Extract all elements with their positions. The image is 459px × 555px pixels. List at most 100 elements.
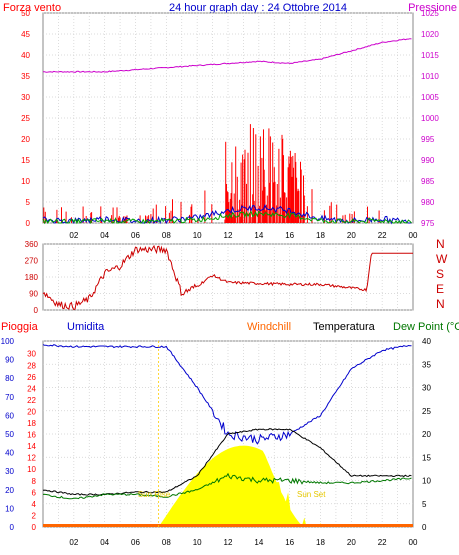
pressure-title: Pressione: [408, 2, 457, 14]
wind-x-tick-label: 14: [254, 231, 263, 240]
gust-wind-line: [42, 210, 412, 225]
rain-y-tick-label: 26: [27, 373, 36, 382]
pressure-y-tick-label: 1010: [421, 72, 439, 81]
temperature-y-tick-label: 20: [422, 430, 431, 439]
rain-y-tick-label: 30: [27, 350, 36, 359]
wind-x-tick-label: 22: [378, 231, 387, 240]
wind-title: Forza vento: [3, 2, 61, 14]
humidity-y-tick-label: 20: [5, 486, 14, 495]
temperature-x-tick-label: 04: [100, 538, 109, 547]
wind-x-tick-label: 06: [131, 231, 140, 240]
compass-label: N: [436, 237, 445, 251]
humidity-y-tick-label: 40: [5, 449, 14, 458]
rain-y-tick-label: 20: [27, 407, 36, 416]
pressure-y-tick-label: 995: [421, 135, 435, 144]
humidity-y-tick-label: 10: [5, 504, 14, 513]
temperature-line: [42, 428, 412, 496]
temperature-y-tick-label: 10: [422, 477, 431, 486]
temperature-y-tick-label: 40: [422, 337, 431, 346]
rain-y-tick-label: 14: [27, 442, 36, 451]
compass-label: W: [436, 252, 448, 266]
temperature-y-tick-label: 30: [422, 384, 431, 393]
wind-x-tick-label: 18: [316, 231, 325, 240]
wind-y-tick-label: 50: [21, 9, 30, 18]
pressure-y-tick-label: 975: [421, 219, 435, 228]
temperature-humidity-panel: 0102030405060708090100024681012141618202…: [1, 337, 432, 547]
pressure-y-tick-label: 980: [421, 198, 435, 207]
rain-y-tick-label: 28: [27, 361, 36, 370]
humidity-y-tick-label: 30: [5, 467, 14, 476]
temperature-x-tick-label: 14: [254, 538, 263, 547]
wind-y-tick-label: 10: [21, 177, 30, 186]
humidity-line: [42, 344, 412, 445]
rain-bar: [43, 524, 413, 527]
pressure-y-tick-label: 1000: [421, 114, 439, 123]
wind-y-tick-label: 20: [21, 135, 30, 144]
rain-y-tick-label: 2: [32, 511, 37, 520]
wind-y-tick-label: 40: [21, 51, 30, 60]
wind-x-tick-label: 02: [69, 231, 78, 240]
pressure-y-tick-label: 985: [421, 177, 435, 186]
temperature-y-tick-label: 0: [422, 523, 427, 532]
chart-title: 24 hour graph day : 24 Ottobre 2014: [169, 2, 347, 14]
temperature-x-tick-label: 18: [316, 538, 325, 547]
rain-y-tick-label: 8: [32, 477, 37, 486]
windchill-label: Windchill: [247, 321, 291, 333]
rain-y-tick-label: 22: [27, 396, 36, 405]
rain-y-tick-label: 10: [27, 465, 36, 474]
pressure-line: [42, 38, 412, 73]
wind-y-tick-label: 15: [21, 156, 30, 165]
temperature-x-tick-label: 22: [378, 538, 387, 547]
temperature-y-tick-label: 15: [422, 453, 431, 462]
temperature-label: Temperatura: [313, 321, 376, 333]
humidity-label: Umidita: [67, 321, 105, 333]
direction-y-tick-label: 270: [25, 257, 39, 266]
rain-label: Pioggia: [1, 321, 39, 333]
humidity-y-tick-label: 0: [10, 523, 15, 532]
wind-y-tick-label: 5: [26, 198, 31, 207]
pressure-y-tick-label: 1015: [421, 51, 439, 60]
solar-radiation-area: [158, 445, 329, 527]
sunrise-label: Sun Rise: [138, 490, 171, 499]
pressure-y-tick-label: 1005: [421, 93, 439, 102]
direction-y-tick-label: 90: [29, 290, 38, 299]
rain-y-tick-label: 18: [27, 419, 36, 428]
direction-y-tick-label: 180: [25, 273, 39, 282]
wind-direction-line: [42, 244, 413, 311]
pressure-y-tick-label: 1020: [421, 30, 439, 39]
pressure-y-tick-label: 990: [421, 156, 435, 165]
rain-y-tick-label: 4: [32, 500, 37, 509]
wind-x-tick-label: 08: [162, 231, 171, 240]
wind-x-tick-label: 16: [285, 231, 294, 240]
rain-y-tick-label: 16: [27, 431, 36, 440]
temperature-x-tick-label: 00: [409, 538, 418, 547]
humidity-y-tick-label: 50: [5, 430, 14, 439]
rain-y-tick-label: 0: [32, 523, 37, 532]
wind-x-tick-label: 00: [409, 231, 418, 240]
rain-y-tick-label: 24: [27, 384, 36, 393]
temperature-x-tick-label: 08: [162, 538, 171, 547]
wind-y-tick-label: 35: [21, 72, 30, 81]
temperature-x-tick-label: 06: [131, 538, 140, 547]
wind-x-tick-label: 20: [347, 231, 356, 240]
temperature-x-tick-label: 02: [69, 538, 78, 547]
humidity-y-tick-label: 100: [1, 337, 15, 346]
pressure-y-tick-label: 1025: [421, 9, 439, 18]
temperature-y-tick-label: 25: [422, 407, 431, 416]
wind-y-tick-label: 30: [21, 93, 30, 102]
temperature-x-tick-label: 10: [193, 538, 202, 547]
compass-label: N: [436, 297, 445, 311]
temperature-y-tick-label: 5: [422, 500, 427, 509]
sunset-label: Sun Set: [297, 490, 326, 499]
wind-y-tick-label: 25: [21, 114, 30, 123]
temperature-x-tick-label: 16: [285, 538, 294, 547]
temperature-x-tick-label: 20: [347, 538, 356, 547]
compass-label: E: [436, 282, 444, 296]
humidity-y-tick-label: 90: [5, 356, 14, 365]
temperature-y-tick-label: 35: [422, 360, 431, 369]
dewpoint-label: Dew Point (°C: [393, 321, 459, 333]
wind-x-tick-label: 04: [100, 231, 109, 240]
wind-y-tick-label: 0: [26, 219, 31, 228]
